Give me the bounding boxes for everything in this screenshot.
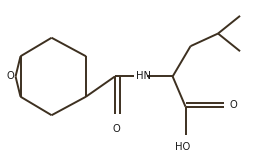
Text: O: O bbox=[112, 124, 120, 134]
Text: HO: HO bbox=[175, 142, 191, 152]
Text: O: O bbox=[6, 71, 14, 82]
Text: HN: HN bbox=[136, 71, 151, 82]
Text: O: O bbox=[229, 100, 237, 110]
